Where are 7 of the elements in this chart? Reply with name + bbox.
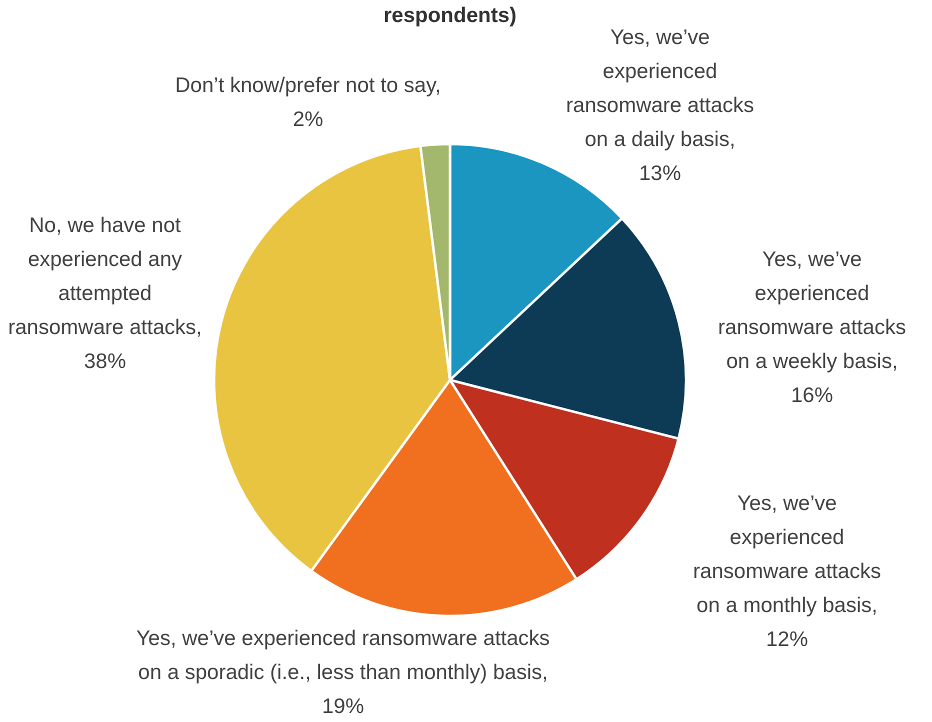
slice-label: Yes, we’ve experienced ransomware attacks on a weekly basis, 16%	[718, 248, 906, 407]
slice-label: Yes, we’ve experienced ransomware attacks on a monthly basis, 12%	[693, 492, 881, 651]
chart-title: respondents)	[383, 4, 517, 27]
slice-label: No, we have not experienced any attempted ransomware attacks, 38%	[8, 214, 202, 373]
slice-label: Yes, we’ve experienced ransomware attacks on a sporadic (i.e., less than monthly) basis, 19%	[136, 627, 550, 718]
slice-label: Yes, we’ve experienced ransomware attacks on a daily basis, 13%	[566, 26, 754, 185]
slice-label: Don’t know/prefer not to say, 2%	[175, 74, 441, 131]
